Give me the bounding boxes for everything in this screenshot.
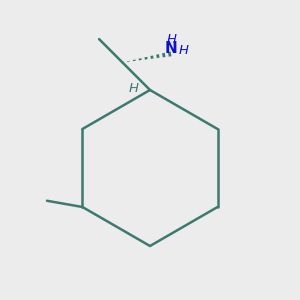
Text: H: H — [166, 34, 176, 46]
Text: H: H — [128, 82, 139, 95]
Text: N: N — [165, 41, 178, 56]
Text: H: H — [178, 44, 188, 57]
